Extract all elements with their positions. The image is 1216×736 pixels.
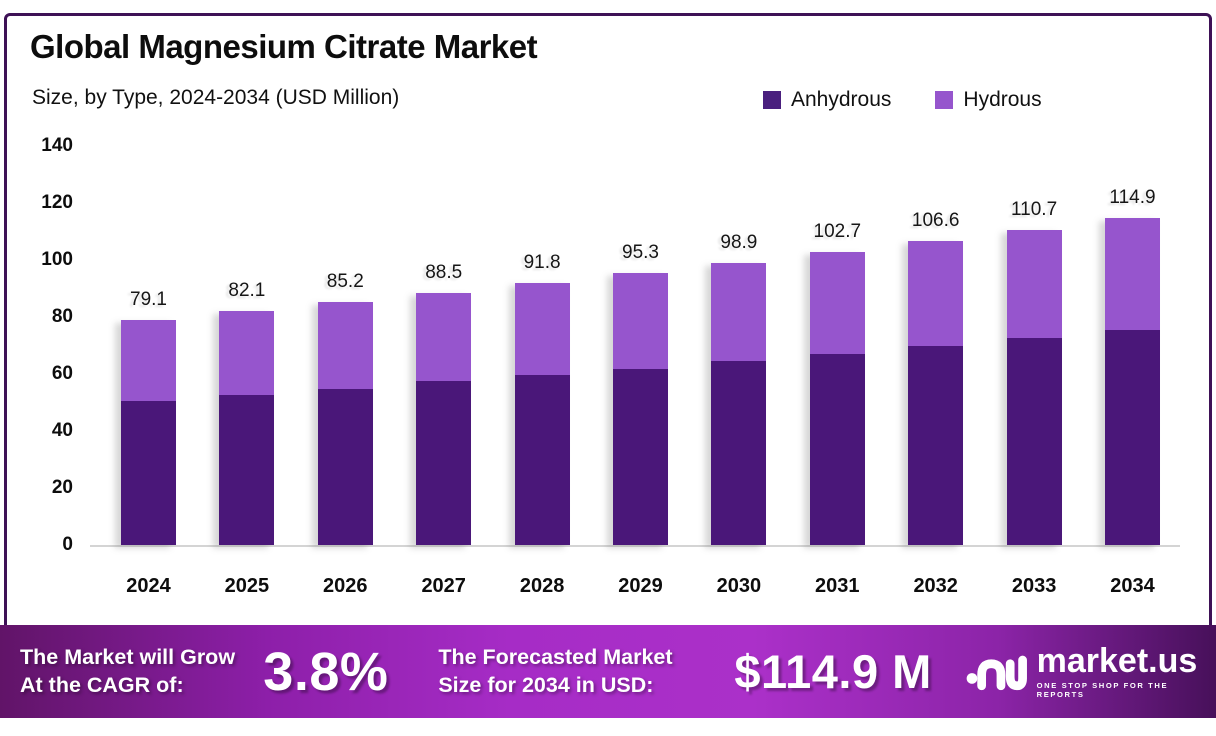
anhydrous-swatch-icon <box>763 91 781 109</box>
bar-total-label-2032: 106.6 <box>911 210 960 232</box>
bar-stack-2027 <box>416 292 472 545</box>
bar-2028-anhydrous <box>514 375 570 545</box>
bar-2024 <box>121 146 176 545</box>
y-axis-tick-140: 140 <box>41 135 73 156</box>
bar-stack-2033 <box>1006 229 1062 545</box>
y-axis-tick-20: 20 <box>51 477 73 499</box>
bar-2030-hydrous <box>711 263 767 361</box>
x-axis-label-2024: 2024 <box>126 575 171 597</box>
bar-2027-anhydrous <box>416 381 472 545</box>
market-us-logo: market.us ONE STOP SHOP FOR THE REPORTS <box>966 644 1216 699</box>
legend-item-anhydrous: Anhydrous <box>763 88 891 112</box>
bar-2033 <box>1006 146 1062 545</box>
bar-stack-2031 <box>809 252 865 545</box>
bar-2033-hydrous <box>1006 229 1062 339</box>
bar-2032-anhydrous <box>908 345 964 545</box>
bar-2025-hydrous <box>219 311 275 396</box>
y-axis-tick-100: 100 <box>41 249 73 270</box>
bar-total-label-2026: 85.2 <box>326 271 364 293</box>
bar-total-label-2030: 98.9 <box>720 232 758 254</box>
x-axis-label-2029: 2029 <box>618 575 663 597</box>
x-axis-label-2028: 2028 <box>519 575 565 597</box>
bar-2028 <box>514 146 570 545</box>
bar-2033-anhydrous <box>1006 338 1062 545</box>
bar-stack-2030 <box>711 263 767 545</box>
bar-2031-hydrous <box>809 252 865 355</box>
legend-label-anhydrous: Anhydrous <box>791 88 892 111</box>
bar-stack-2032 <box>908 241 964 545</box>
bar-stack-2025 <box>219 311 275 545</box>
bar-total-label-2034: 114.9 <box>1109 186 1156 208</box>
bar-2026-hydrous <box>317 302 373 389</box>
hydrous-swatch-icon <box>935 91 954 109</box>
x-axis-label-2034: 2034 <box>1110 575 1155 597</box>
cagr-value: 3.8% <box>263 641 389 702</box>
bar-2026-anhydrous <box>317 388 373 545</box>
forecast-label-line1: The Forecasted Market <box>438 644 673 669</box>
cagr-label: The Market will Grow At the CAGR of: <box>20 644 255 700</box>
bar-2031 <box>809 146 865 545</box>
logo-tagline: ONE STOP SHOP FOR THE REPORTS <box>1036 681 1169 699</box>
bar-2029-anhydrous <box>613 368 668 545</box>
bar-2024-hydrous <box>121 319 176 401</box>
x-axis-label-2030: 2030 <box>716 575 762 597</box>
x-axis-label-2026: 2026 <box>323 575 368 597</box>
logo-text: market.us ONE STOP SHOP FOR THE REPORTS <box>1037 644 1216 699</box>
bar-2025-anhydrous <box>219 395 275 545</box>
bar-2032 <box>908 146 964 545</box>
cagr-label-line2: At the CAGR of: <box>20 672 184 697</box>
forecast-label-line2: Size for 2034 in USD: <box>438 672 654 697</box>
forecast-value: $114.9 M <box>734 645 932 698</box>
y-axis-tick-80: 80 <box>51 306 73 328</box>
bar-2034-hydrous <box>1105 217 1160 330</box>
bar-total-label-2029: 95.3 <box>622 242 659 264</box>
bar-2029 <box>613 146 668 545</box>
bar-2025 <box>219 146 275 545</box>
page-subtitle: Size, by Type, 2024-2034 (USD Million) <box>32 86 400 109</box>
y-axis-tick-40: 40 <box>51 420 73 442</box>
x-axis-label-2032: 2032 <box>913 575 958 597</box>
bottom-banner: The Market will Grow At the CAGR of: 3.8… <box>0 625 1216 718</box>
bar-total-label-2028: 91.8 <box>523 252 561 274</box>
plot-area: 0 20 40 60 80 100 120 140 79.1 2024 82.1 2025 85.2 20… <box>41 135 1180 597</box>
legend-item-hydrous: Hydrous <box>935 88 1042 112</box>
bar-stack-2028 <box>514 283 570 545</box>
bar-stack-2029 <box>613 273 668 545</box>
bar-2030 <box>711 146 767 545</box>
x-axis-label-2027: 2027 <box>421 575 466 597</box>
bar-2034 <box>1105 146 1160 545</box>
x-axis-label-2031: 2031 <box>815 575 860 597</box>
y-axis-tick-60: 60 <box>51 363 73 384</box>
bar-total-label-2024: 79.1 <box>130 288 167 310</box>
page-title: Global Magnesium Citrate Market <box>30 28 538 65</box>
bar-stack-2024 <box>121 319 176 545</box>
bar-2024-anhydrous <box>121 400 176 545</box>
bar-2026 <box>317 146 373 545</box>
bar-stack-2034 <box>1105 217 1160 545</box>
market-us-logo-icon <box>966 655 1027 690</box>
bar-2032-hydrous <box>908 241 964 346</box>
chart-legend: Anhydrous Hydrous <box>763 88 1042 112</box>
logo-name: market.us <box>1036 642 1198 680</box>
bar-2034-anhydrous <box>1105 329 1160 545</box>
bar-total-label-2031: 102.7 <box>813 221 862 243</box>
x-axis-label-2033: 2033 <box>1011 575 1057 597</box>
cagr-label-line1: The Market will Grow <box>20 644 236 669</box>
bar-2028-hydrous <box>514 283 570 376</box>
bar-2027-hydrous <box>416 292 472 382</box>
forecast-label: The Forecasted Market Size for 2034 in U… <box>438 644 732 700</box>
bar-2031-anhydrous <box>809 354 865 545</box>
bar-total-label-2033: 110.7 <box>1011 198 1058 220</box>
bar-2030-anhydrous <box>711 360 767 545</box>
bar-2027 <box>416 146 472 545</box>
y-axis-tick-120: 120 <box>41 192 73 213</box>
x-axis-label-2025: 2025 <box>224 575 270 597</box>
bar-stack-2026 <box>317 302 373 545</box>
bar-total-label-2025: 82.1 <box>228 280 266 302</box>
legend-label-hydrous: Hydrous <box>963 88 1042 111</box>
bar-2029-hydrous <box>613 273 668 369</box>
y-axis-tick-0: 0 <box>62 534 73 555</box>
bar-total-label-2027: 88.5 <box>425 261 463 283</box>
